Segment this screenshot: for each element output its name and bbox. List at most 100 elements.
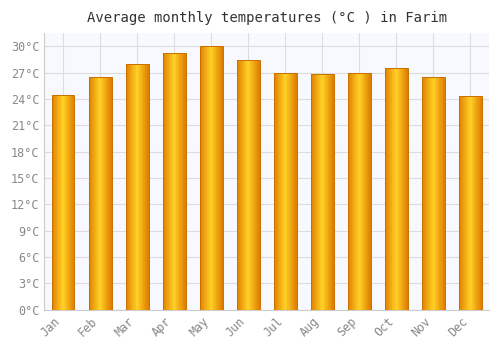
Bar xyxy=(311,74,334,310)
Bar xyxy=(170,54,171,310)
Bar xyxy=(60,94,62,310)
Bar xyxy=(426,77,427,310)
Bar xyxy=(220,47,221,310)
Bar xyxy=(289,73,290,310)
Bar xyxy=(277,73,278,310)
Bar xyxy=(361,73,362,310)
Bar xyxy=(320,74,322,310)
Bar xyxy=(459,96,460,310)
Bar xyxy=(256,60,258,310)
Bar xyxy=(251,60,252,310)
Bar xyxy=(136,64,137,310)
Bar xyxy=(434,77,435,310)
Bar xyxy=(142,64,143,310)
Bar xyxy=(470,96,471,310)
Bar xyxy=(248,60,249,310)
Bar xyxy=(430,77,431,310)
Bar xyxy=(201,47,202,310)
Bar xyxy=(282,73,283,310)
Bar xyxy=(64,94,66,310)
Bar xyxy=(288,73,289,310)
Bar xyxy=(348,73,350,310)
Bar xyxy=(397,68,398,310)
Bar xyxy=(396,68,397,310)
Bar xyxy=(244,60,245,310)
Bar xyxy=(369,73,370,310)
Bar xyxy=(180,54,181,310)
Bar xyxy=(324,74,326,310)
Bar xyxy=(73,94,74,310)
Bar xyxy=(328,74,329,310)
Bar xyxy=(98,77,100,310)
Bar xyxy=(103,77,104,310)
Bar xyxy=(402,68,403,310)
Bar xyxy=(285,73,286,310)
Title: Average monthly temperatures (°C ) in Farim: Average monthly temperatures (°C ) in Fa… xyxy=(86,11,446,25)
Bar xyxy=(461,96,462,310)
Bar xyxy=(471,96,472,310)
Bar xyxy=(140,64,141,310)
Bar xyxy=(329,74,330,310)
Bar xyxy=(360,73,361,310)
Bar xyxy=(441,77,442,310)
Bar xyxy=(440,77,441,310)
Bar xyxy=(393,68,394,310)
Bar xyxy=(245,60,246,310)
Bar xyxy=(275,73,276,310)
Bar xyxy=(102,77,103,310)
Bar xyxy=(165,54,166,310)
Bar xyxy=(406,68,407,310)
Bar xyxy=(176,54,177,310)
Bar xyxy=(204,47,205,310)
Bar xyxy=(466,96,468,310)
Bar xyxy=(90,77,91,310)
Bar xyxy=(358,73,360,310)
Bar xyxy=(242,60,243,310)
Bar xyxy=(162,54,186,310)
Bar xyxy=(295,73,296,310)
Bar xyxy=(356,73,357,310)
Bar xyxy=(274,73,296,310)
Bar xyxy=(258,60,259,310)
Bar xyxy=(422,77,445,310)
Bar xyxy=(109,77,110,310)
Bar xyxy=(357,73,358,310)
Bar xyxy=(362,73,363,310)
Bar xyxy=(391,68,392,310)
Bar xyxy=(236,60,260,310)
Bar xyxy=(481,96,482,310)
Bar xyxy=(131,64,132,310)
Bar xyxy=(386,68,387,310)
Bar xyxy=(135,64,136,310)
Bar xyxy=(319,74,320,310)
Bar xyxy=(52,94,74,310)
Bar xyxy=(138,64,140,310)
Bar xyxy=(185,54,186,310)
Bar xyxy=(58,94,59,310)
Bar xyxy=(236,60,238,310)
Bar xyxy=(101,77,102,310)
Bar xyxy=(352,73,353,310)
Bar xyxy=(462,96,464,310)
Bar xyxy=(97,77,98,310)
Bar xyxy=(162,54,164,310)
Bar xyxy=(465,96,466,310)
Bar xyxy=(422,77,424,310)
Bar xyxy=(212,47,214,310)
Bar xyxy=(249,60,250,310)
Bar xyxy=(240,60,242,310)
Bar xyxy=(322,74,323,310)
Bar xyxy=(476,96,478,310)
Bar xyxy=(284,73,285,310)
Bar xyxy=(394,68,395,310)
Bar xyxy=(206,47,208,310)
Bar xyxy=(182,54,184,310)
Bar xyxy=(253,60,254,310)
Bar xyxy=(250,60,251,310)
Bar xyxy=(53,94,54,310)
Bar xyxy=(395,68,396,310)
Bar xyxy=(327,74,328,310)
Bar xyxy=(216,47,218,310)
Bar xyxy=(314,74,316,310)
Bar xyxy=(425,77,426,310)
